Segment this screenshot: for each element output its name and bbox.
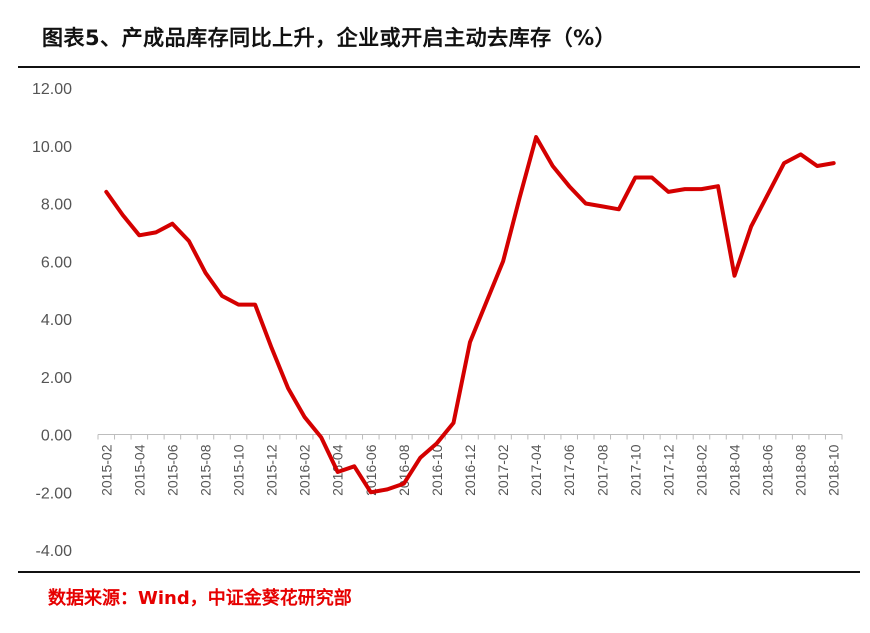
x-tick-label: 2016-06 [363, 444, 379, 496]
x-tick-label: 2015-02 [98, 444, 114, 496]
y-tick-label: -4.00 [36, 543, 73, 560]
x-axis-ticks: 2015-02 2015-04 2015-06 2015-08 2015-10 2015-… [98, 444, 841, 496]
x-tick-label: 2016-12 [462, 444, 478, 496]
x-tick-label: 2017-06 [561, 444, 577, 496]
y-tick-label: 12.00 [32, 81, 72, 98]
y-tick-label: 10.00 [32, 139, 72, 156]
x-tick-label: 2017-04 [528, 444, 544, 496]
x-tick-label: 2015-06 [164, 444, 180, 496]
x-tick-label: 2015-08 [197, 444, 213, 496]
x-tick-label: 2018-06 [760, 444, 776, 496]
y-tick-label: 0.00 [41, 428, 72, 445]
x-tick-label: 2016-10 [429, 444, 445, 496]
y-tick-label: 4.00 [41, 312, 72, 329]
x-tick-label: 2015-04 [131, 444, 147, 496]
x-tick-label: 2017-02 [495, 444, 511, 496]
y-axis-ticks: 12.00 10.00 8.00 6.00 4.00 2.00 0.00 -2.00 -4.00 [32, 81, 72, 560]
y-tick-label: 2.00 [41, 370, 72, 387]
x-tick-label: 2018-10 [826, 444, 842, 496]
y-tick-label: 8.00 [41, 197, 72, 214]
chart-title: 图表5、产成品库存同比上升，企业或开启主动去库存（%） [42, 26, 617, 50]
bottom-rule [18, 571, 860, 573]
x-tick-label: 2015-12 [264, 444, 280, 496]
x-tick-label: 2016-08 [396, 444, 412, 496]
y-tick-label: 6.00 [41, 254, 72, 271]
x-tick-label: 2015-10 [231, 444, 247, 496]
x-axis-tick-marks [97, 434, 843, 440]
x-tick-label: 2017-12 [660, 444, 676, 496]
x-tick-label: 2018-02 [693, 444, 709, 496]
x-tick-label: 2016-02 [297, 444, 313, 496]
x-tick-label: 2018-04 [727, 444, 743, 496]
y-tick-label: -2.00 [36, 485, 73, 502]
x-tick-label: 2017-08 [594, 444, 610, 496]
source-note: 数据来源：Wind，中证金葵花研究部 [48, 588, 352, 609]
series-line [104, 135, 836, 495]
x-tick-label: 2017-10 [627, 444, 643, 496]
top-rule [18, 66, 860, 68]
x-tick-label: 2018-08 [793, 444, 809, 496]
